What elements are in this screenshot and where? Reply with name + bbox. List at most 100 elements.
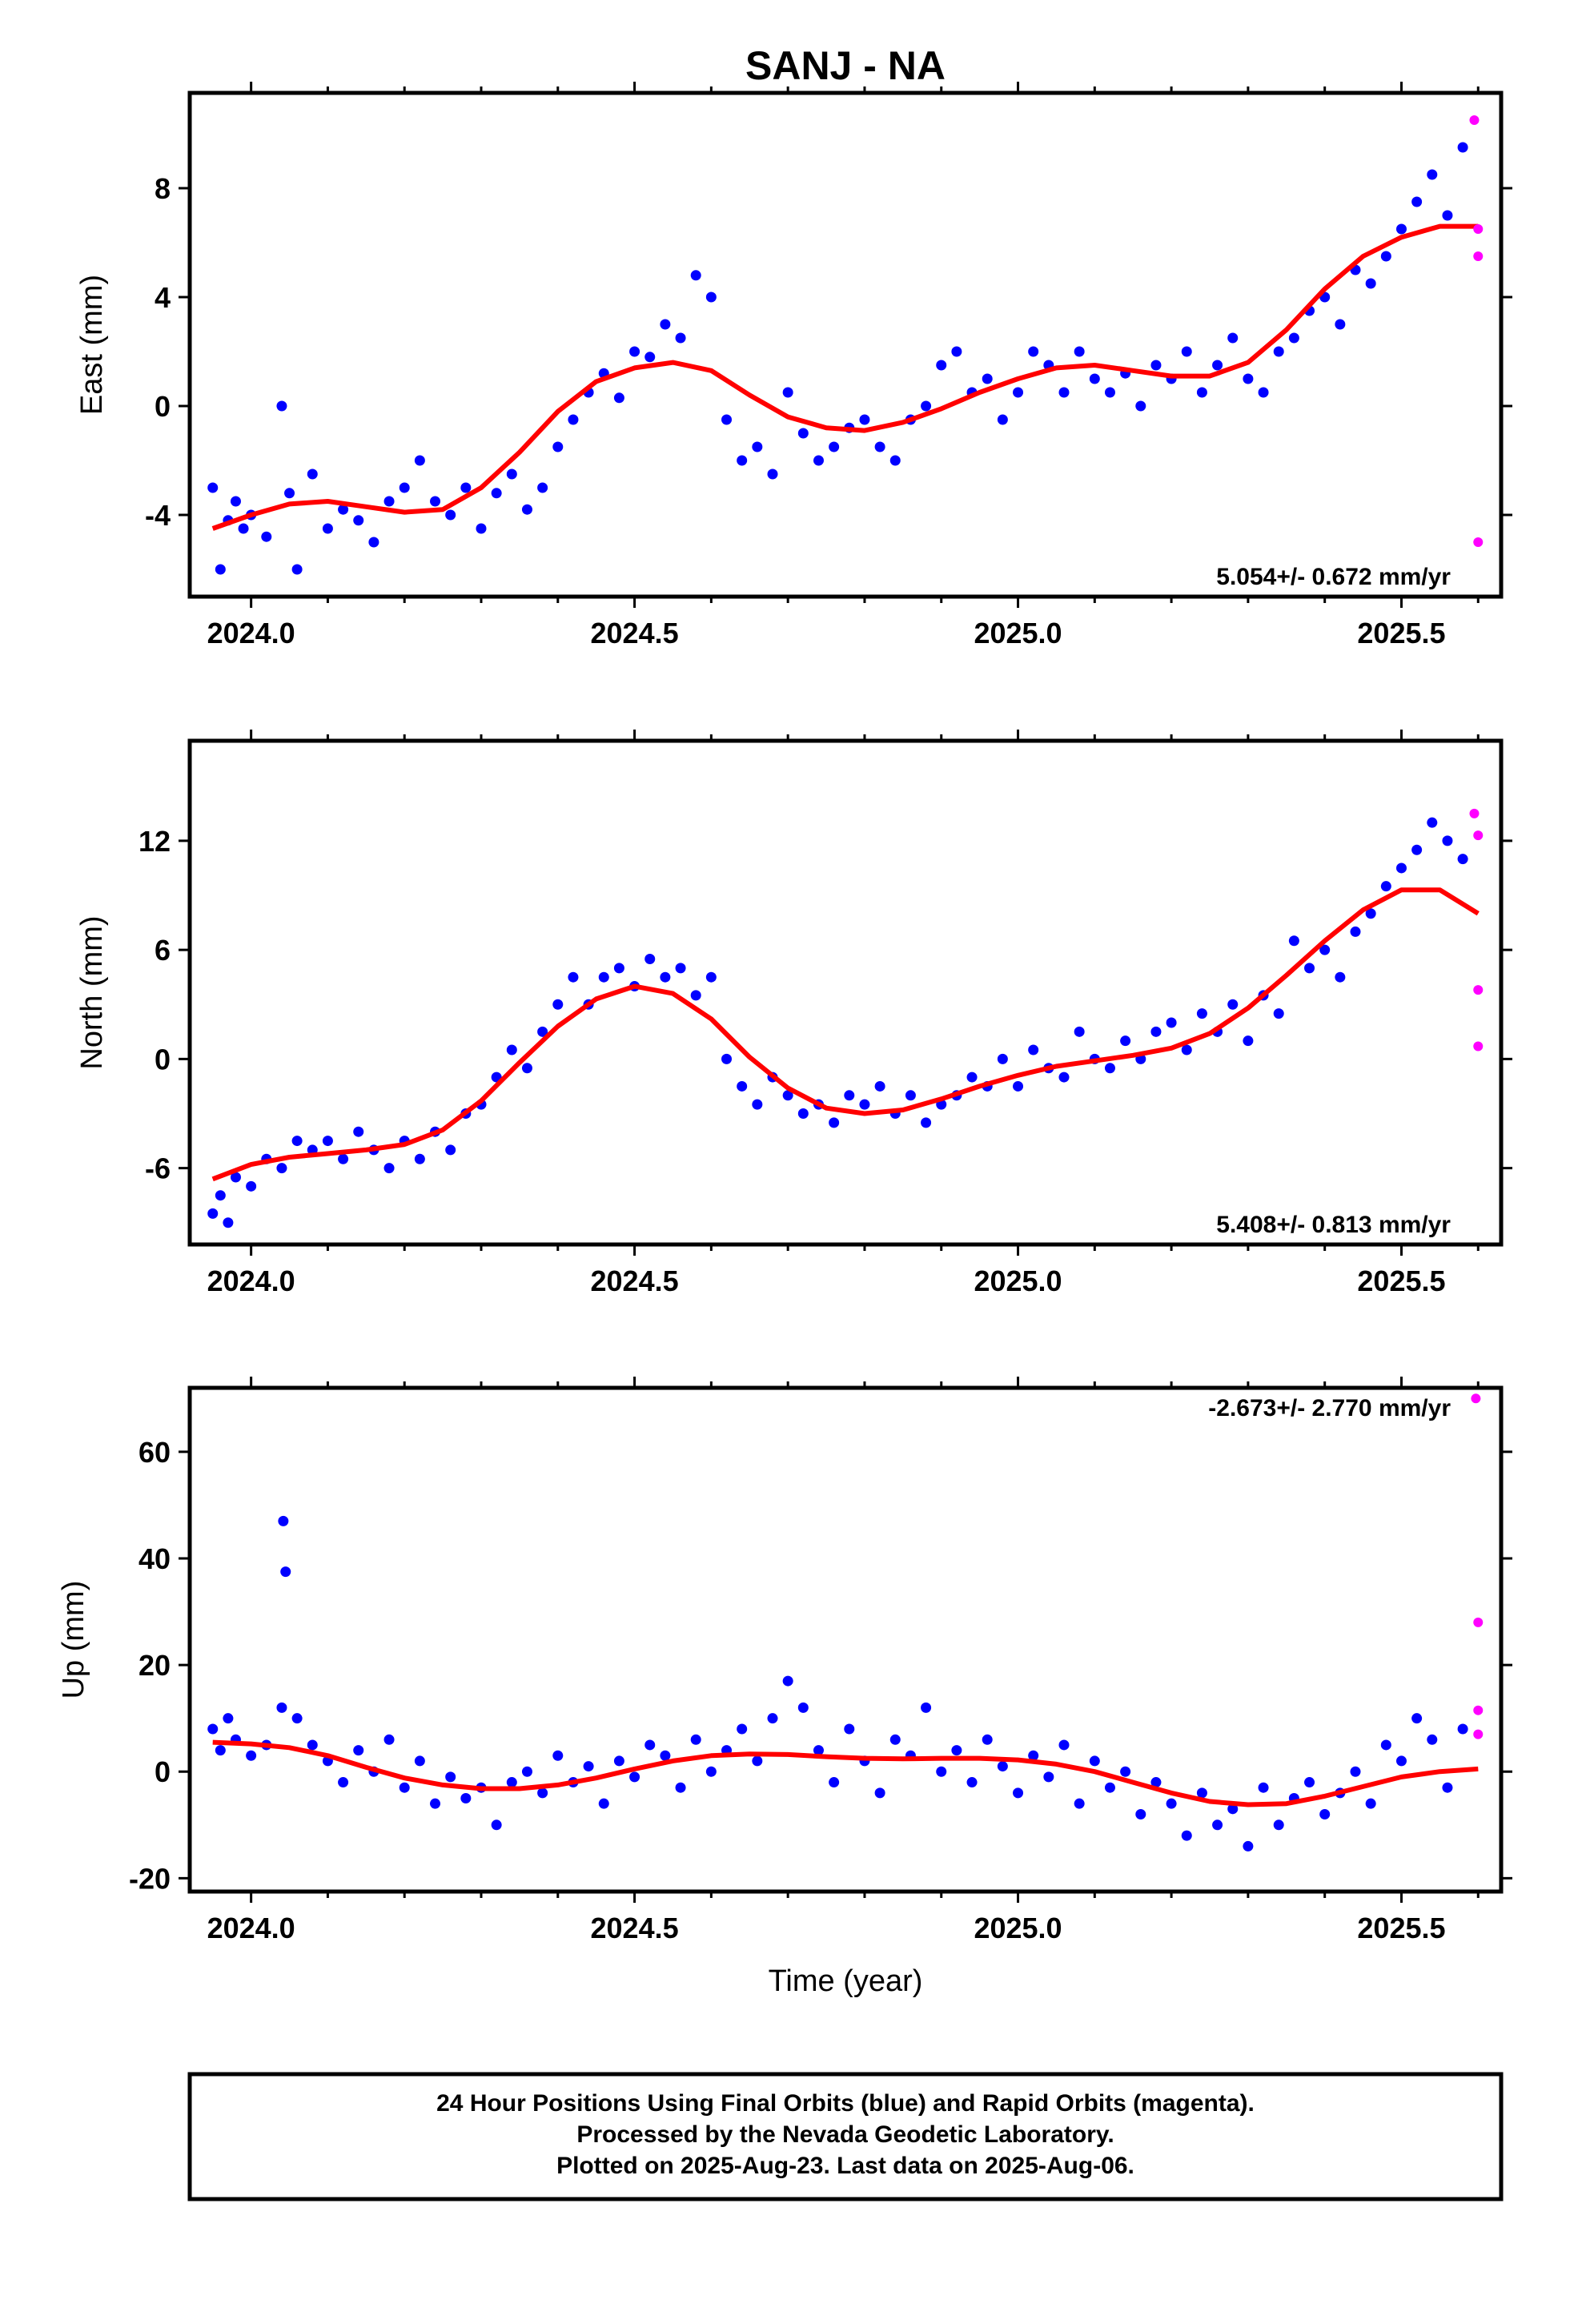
north-final-orbit-point: [414, 1153, 425, 1164]
north-final-orbit-point: [1104, 1063, 1115, 1074]
east-final-orbit-point: [997, 414, 1008, 425]
up-y-axis-label: Up (mm): [57, 1581, 90, 1699]
north-final-orbit-point: [844, 1090, 855, 1101]
east-x-tick-label: 2025.0: [974, 617, 1062, 649]
up-final-orbit-point: [1457, 1723, 1468, 1735]
up-final-orbit-point: [737, 1723, 748, 1735]
north-final-orbit-point: [1350, 926, 1361, 937]
up-final-orbit-point: [1150, 1777, 1162, 1788]
up-final-orbit-point: [506, 1777, 517, 1788]
north-final-orbit-point: [1243, 1035, 1254, 1047]
up-final-orbit-point: [414, 1755, 425, 1767]
up-final-orbit-point: [1196, 1787, 1207, 1799]
north-final-orbit-point: [1273, 1008, 1284, 1019]
east-final-orbit-point: [829, 441, 840, 452]
up-final-orbit-point: [951, 1745, 962, 1756]
up-final-orbit-point: [921, 1702, 932, 1713]
up-final-orbit-point: [383, 1734, 395, 1745]
east-final-orbit-point: [859, 414, 870, 425]
north-final-orbit-point: [506, 1044, 517, 1055]
east-x-tick-label: 2025.5: [1357, 617, 1445, 649]
up-final-orbit-point: [1058, 1739, 1070, 1751]
east-fit-curve: [211, 223, 1479, 531]
north-final-orbit-point: [1335, 971, 1346, 983]
up-final-orbit-point: [430, 1798, 441, 1809]
east-final-orbit-point: [1013, 387, 1024, 398]
up-rapid-orbit-point: [1473, 1729, 1484, 1739]
north-final-orbit-point: [1196, 1008, 1207, 1019]
up-final-orbit-point: [207, 1723, 219, 1735]
up-final-orbit-point: [583, 1761, 594, 1772]
north-final-orbit-point: [690, 990, 701, 1001]
up-final-orbit-point: [1273, 1819, 1284, 1831]
east-final-orbit-point: [1411, 196, 1423, 207]
east-rapid-orbit-point: [1473, 224, 1484, 234]
up-y-tick-label: 40: [139, 1542, 171, 1575]
east-final-orbit-point: [951, 346, 962, 357]
up-final-orbit-point: [1258, 1782, 1269, 1793]
north-y-axis-label: North (mm): [75, 915, 109, 1069]
east-final-orbit-point: [261, 531, 272, 542]
east-final-orbit-point: [1288, 332, 1299, 344]
north-final-orbit-point: [1227, 999, 1239, 1010]
up-final-orbit-point: [1427, 1734, 1438, 1745]
north-final-orbit-point: [797, 1108, 809, 1120]
north-final-orbit-point: [353, 1126, 364, 1137]
east-final-orbit-point: [1181, 346, 1192, 357]
footer-line-1: 24 Hour Positions Using Final Orbits (bl…: [436, 2090, 1255, 2117]
up-final-orbit-point: [445, 1771, 456, 1783]
north-final-orbit-point: [905, 1090, 916, 1101]
north-x-tick-label: 2025.0: [974, 1265, 1062, 1297]
up-final-orbit-point: [1028, 1750, 1039, 1761]
north-final-orbit-point: [1411, 844, 1423, 855]
up-x-tick-label: 2024.0: [207, 1912, 295, 1944]
north-x-tick-label: 2025.5: [1357, 1265, 1445, 1297]
north-final-orbit-point: [276, 1163, 287, 1174]
north-final-orbit-point: [1150, 1026, 1162, 1037]
east-plot-frame: [187, 90, 1504, 599]
up-final-orbit-point: [1350, 1766, 1361, 1777]
up-final-orbit-point: [936, 1766, 947, 1777]
east-final-orbit-point: [460, 482, 472, 493]
up-final-orbit-point: [613, 1755, 624, 1767]
footer-line-2: Processed by the Nevada Geodetic Laborat…: [576, 2121, 1114, 2148]
up-final-orbit-point: [690, 1734, 701, 1745]
north-final-orbit-point: [1380, 881, 1391, 892]
east-final-orbit-point: [1196, 387, 1207, 398]
footer-frame: [187, 2072, 1504, 2201]
up-final-orbit-point: [1013, 1787, 1024, 1799]
up-final-orbit-point: [1166, 1798, 1177, 1809]
north-final-orbit-point: [1365, 908, 1376, 919]
east-final-orbit-point: [1335, 319, 1346, 330]
up-final-orbit-point: [338, 1777, 349, 1788]
north-final-orbit-point: [721, 1053, 733, 1064]
north-final-orbit-point: [829, 1117, 840, 1128]
up-final-orbit-point: [276, 1702, 287, 1713]
east-final-orbit-point: [982, 373, 993, 384]
north-panel: 2024.0 2024.5 2025.0 2025.5 -6 0 6 12 North (mm)…: [75, 730, 1512, 1297]
north-rapid-orbit-point: [1473, 830, 1484, 841]
up-final-orbit-point: [982, 1734, 993, 1745]
north-final-orbit-point: [1457, 854, 1468, 865]
north-final-orbit-point: [782, 1090, 793, 1101]
up-final-orbit-point: [844, 1723, 855, 1735]
north-final-orbit-point: [598, 971, 609, 983]
up-final-orbit-point: [966, 1777, 978, 1788]
east-final-orbit-point: [629, 346, 640, 357]
up-y-tick-label: 60: [139, 1436, 171, 1469]
up-final-orbit-point: [644, 1739, 656, 1751]
east-y-axis-label: East (mm): [75, 275, 109, 415]
east-final-orbit-point: [767, 468, 778, 480]
east-final-orbit-point: [230, 496, 241, 507]
north-x-tick-label: 2024.0: [207, 1265, 295, 1297]
east-final-orbit-point: [660, 319, 671, 330]
north-final-orbit-point: [230, 1172, 241, 1183]
north-final-orbit-point: [207, 1208, 219, 1219]
north-final-orbit-point: [966, 1072, 978, 1083]
east-final-orbit-point: [1380, 251, 1391, 262]
east-final-orbit-point: [1028, 346, 1039, 357]
east-final-orbit-point: [353, 515, 364, 526]
up-final-orbit-point: [705, 1766, 717, 1777]
up-rapid-orbit-point: [1473, 1705, 1484, 1715]
east-final-orbit-point: [797, 428, 809, 439]
